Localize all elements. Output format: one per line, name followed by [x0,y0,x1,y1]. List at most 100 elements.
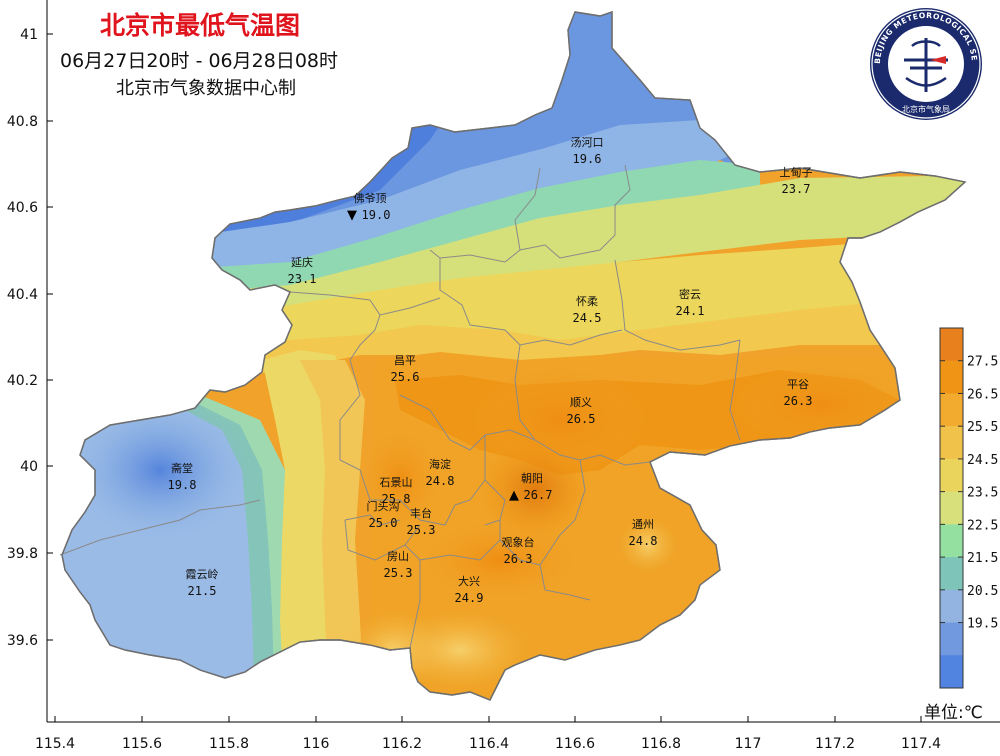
station-temp: 24.1 [676,304,705,318]
lat-tick-label: 40.2 [7,373,38,389]
station: 顺义 26.5 [567,396,596,426]
station-temp: 19.6 [573,152,602,166]
lon-tick-label: 116.8 [641,736,681,752]
lat-tick-label: 39.8 [7,546,38,562]
lon-tick-label: 115.6 [122,736,162,752]
station: 朝阳▲ 26.7 [509,472,552,503]
station: 昌平 25.6 [391,354,420,384]
map-axes: 115.4 115.6 115.8 116 116.2 116.4 116.6 116.8 11… [7,0,1000,752]
station-name: 朝阳 [521,472,543,485]
station: 霞云岭 21.5 [186,567,219,598]
lat-tick-label: 39.6 [7,633,38,649]
station-name: 石景山 [380,476,413,489]
station-temp: 19.8 [168,478,197,492]
legend-frame [939,327,964,689]
station: 通州 24.8 [629,518,658,548]
temperature-field [62,12,965,700]
station-temp: 26.5 [567,412,596,426]
legend-swatch [940,360,963,394]
station-labels: 汤河口 19.6 上甸子 23.7 佛爷顶 ▼ 19.0 延庆 23.1 怀柔 24.5 密云 24.1… [168,135,813,605]
station: 石景山 25.8 [380,476,413,506]
legend-label: 23.5 [967,486,998,501]
legend-swatch [940,328,963,362]
lon-tick-label: 116.2 [382,736,422,752]
station: 海淀 24.8 [426,457,455,488]
lon-tick-label: 116 [303,736,330,752]
station-name: 门头沟 [367,499,400,513]
station-name: 观象台 [502,535,535,549]
station-temp: 23.7 [782,182,811,196]
station: 佛爷顶 ▼ 19.0 [347,191,390,223]
bms-logo: BEIJING METEOROLOGICAL SERVICE 北京市气象局 [870,8,982,120]
station-temp: 26.7 [524,488,553,502]
beijing-boundary [61,11,967,701]
station-temp: 19.0 [362,208,391,222]
station-temp: 25.3 [384,566,413,580]
legend-label: 20.5 [967,584,998,599]
station-name: 霞云岭 [186,567,219,581]
color-legend: 27.5 26.5 25.5 24.5 23.5 22.5 21.5 20.5 19.5 [939,327,998,689]
station-temp: 25.0 [369,516,398,530]
station-marker: ▼ [347,208,357,223]
time-range: 06月27日20时 - 06月28日08时 [60,50,338,72]
legend-label: 19.5 [967,617,998,632]
station: 丰台 25.3 [407,506,436,537]
station: 斋堂 19.8 [168,461,197,492]
station-temp: 25.3 [407,523,436,537]
lat-tick-label: 40.8 [7,114,38,130]
logo-inner-text: 北京市气象局 [902,104,950,114]
station-name: 斋堂 [171,461,193,475]
station: 怀柔 24.5 [573,295,602,325]
station: 大兴 24.9 [455,574,484,605]
data-source: 北京市气象数据中心制 [116,78,296,99]
lon-tick-label: 116.6 [555,736,595,752]
lat-tick-label: 40 [20,459,38,475]
map-title: 北京市最低气温图 [100,11,301,40]
station-temp: 24.5 [573,311,602,325]
legend-label: 25.5 [967,420,998,435]
station: 延庆 23.1 [288,255,317,286]
station-temp: 25.6 [391,370,420,384]
unit-label: 单位:℃ [924,703,983,723]
station-temp: 25.8 [382,492,411,506]
station: 上甸子 23.7 [780,166,813,196]
station-name: 汤河口 [571,135,604,149]
station: 观象台 26.3 [502,535,535,566]
legend-swatch [940,491,963,525]
station-name: 昌平 [394,354,416,367]
station-temp: 24.8 [629,534,658,548]
legend-swatch [940,524,963,558]
station-name: 密云 [679,287,701,301]
district-boundaries [59,164,741,649]
legend-swatch [940,655,963,689]
station-name: 顺义 [570,396,592,409]
station-temp: 21.5 [188,584,217,598]
legend-swatch [940,622,963,656]
legend-label: 26.5 [967,387,998,402]
lat-tick-label: 40.6 [7,200,38,216]
station-name: 佛爷顶 [354,191,387,205]
lon-tick-label: 117 [735,736,762,752]
legend-swatch [940,557,963,591]
station: 门头沟 25.0 [367,499,400,530]
legend-swatch [940,393,963,427]
station-name: 房山 [387,550,409,563]
legend-label: 22.5 [967,518,998,533]
legend-swatch [940,458,963,493]
station: 平谷 26.3 [784,378,813,408]
station-name: 怀柔 [576,295,598,308]
station-name: 通州 [632,518,654,531]
station-temp: 24.9 [455,591,484,605]
station-name: 大兴 [458,574,480,588]
station: 汤河口 19.6 [571,135,604,166]
station-name: 延庆 [291,255,313,269]
station-temp: 26.3 [784,394,813,408]
station-temp: 26.3 [504,552,533,566]
lon-tick-label: 116.4 [469,736,509,752]
station-name: 上甸子 [780,166,813,179]
station-name: 丰台 [410,506,432,520]
station: 密云 24.1 [676,287,705,318]
station-name: 平谷 [787,378,809,391]
